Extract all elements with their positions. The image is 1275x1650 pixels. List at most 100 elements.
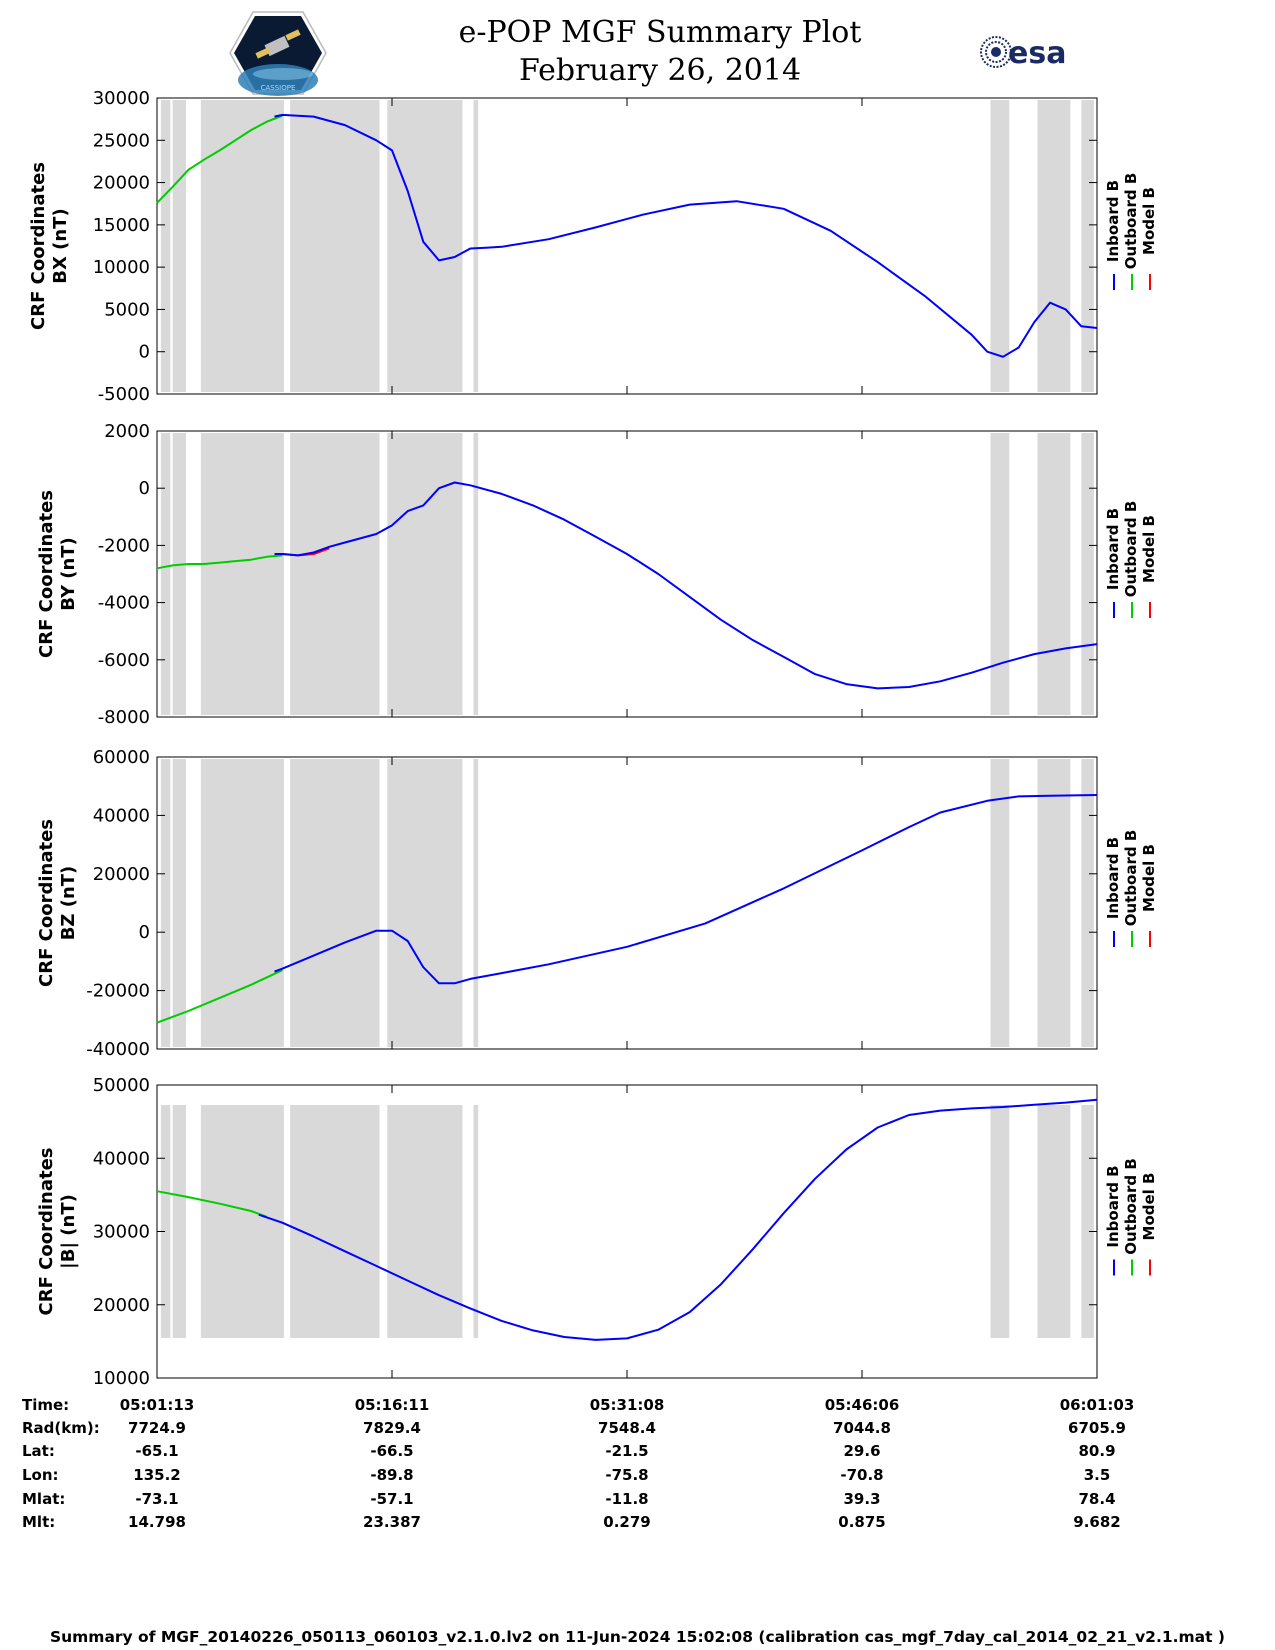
shaded-interval-2-8 [1081, 759, 1094, 1047]
legend-label-outboard-1: Outboard B [1122, 501, 1140, 598]
info-row-label: Mlat: [22, 1490, 66, 1508]
shaded-interval-2-2 [200, 759, 284, 1047]
info-cell: 39.3 [843, 1490, 881, 1508]
shaded-interval-2-5 [473, 759, 479, 1047]
legend-label-model-0: Model B [1140, 187, 1158, 255]
y-axis-label-0-1: BX (nT) [50, 208, 71, 283]
shaded-interval-1-7 [1037, 433, 1071, 715]
y-tick-label-2-3: 20000 [93, 864, 150, 885]
shaded-interval-3-6 [990, 1105, 1010, 1338]
shaded-interval-0-1 [172, 100, 186, 392]
info-cell: -65.1 [135, 1442, 179, 1460]
info-cell: -73.1 [135, 1490, 179, 1508]
y-tick-label-0-2: 5000 [104, 299, 150, 320]
shaded-interval-3-7 [1037, 1105, 1071, 1338]
shaded-interval-3-2 [200, 1105, 284, 1338]
info-row-label: Mlt: [22, 1513, 56, 1531]
info-cell: 05:01:13 [119, 1396, 195, 1414]
shaded-interval-1-4 [387, 433, 463, 715]
y-tick-label-3-0: 10000 [93, 1368, 150, 1389]
info-cell: 06:01:03 [1059, 1396, 1135, 1414]
y-tick-label-0-1: 0 [139, 342, 150, 363]
y-axis-label-1-1: BY (nT) [58, 537, 79, 611]
shaded-interval-1-1 [172, 433, 186, 715]
info-cell: 05:31:08 [589, 1396, 665, 1414]
esa-logo-icon: esa [980, 36, 1066, 71]
shaded-interval-1-5 [473, 433, 479, 715]
y-tick-label-3-4: 50000 [93, 1075, 150, 1096]
info-cell: 7548.4 [598, 1419, 656, 1437]
info-cell: 3.5 [1083, 1466, 1111, 1484]
info-cell: 80.9 [1078, 1442, 1116, 1460]
y-tick-label-0-0: -5000 [98, 384, 150, 405]
info-cell: 05:16:11 [354, 1396, 430, 1414]
y-tick-label-1-1: -6000 [98, 650, 150, 671]
info-cell: -21.5 [605, 1442, 649, 1460]
y-tick-label-3-3: 40000 [93, 1148, 150, 1169]
info-cell: 78.4 [1078, 1490, 1116, 1508]
info-row-label: Lon: [22, 1466, 59, 1484]
info-cell: 29.6 [843, 1442, 881, 1460]
shaded-interval-1-2 [200, 433, 284, 715]
shaded-interval-2-7 [1037, 759, 1071, 1047]
legend-label-model-3: Model B [1140, 1173, 1158, 1241]
y-tick-label-2-0: -40000 [86, 1039, 150, 1060]
info-row-label: Lat: [22, 1442, 55, 1460]
shaded-interval-0-0 [160, 100, 171, 392]
series-line-inboard-b-0 [274, 113, 1098, 358]
shaded-interval-0-8 [1081, 100, 1094, 392]
series-line-outboard-b-3 [156, 1190, 268, 1218]
y-tick-label-2-2: 0 [139, 922, 150, 943]
legend-label-outboard-0: Outboard B [1122, 173, 1140, 270]
shaded-interval-1-0 [160, 433, 171, 715]
y-tick-label-3-2: 30000 [93, 1222, 150, 1243]
shaded-interval-0-2 [200, 100, 284, 392]
shaded-interval-2-3 [290, 759, 380, 1047]
shaded-interval-2-1 [172, 759, 186, 1047]
info-cell: 05:46:06 [824, 1396, 900, 1414]
series-line-outboard-b-1 [156, 554, 283, 570]
esa-logo-text: esa [1008, 36, 1066, 71]
series-line-outboard-b-0 [156, 114, 283, 204]
title-line-2: February 26, 2014 [518, 53, 802, 88]
shaded-interval-0-4 [387, 100, 463, 392]
shaded-interval-3-5 [473, 1105, 479, 1338]
y-tick-label-2-4: 40000 [93, 805, 150, 826]
y-tick-label-0-7: 30000 [93, 88, 150, 109]
shaded-interval-0-7 [1037, 100, 1071, 392]
y-axis-label-1-0: CRF Coordinates [36, 490, 57, 658]
y-axis-label-3-0: CRF Coordinates [36, 1148, 57, 1316]
series-line-inboard-b-2 [274, 794, 1098, 985]
shaded-interval-3-1 [172, 1105, 186, 1338]
info-cell: -57.1 [370, 1490, 414, 1508]
info-cell: -75.8 [605, 1466, 649, 1484]
info-cell: 9.682 [1073, 1513, 1121, 1531]
plot-title: e-POP MGF Summary Plot February 26, 2014 [340, 14, 980, 90]
shaded-interval-1-6 [990, 433, 1010, 715]
shaded-interval-3-3 [290, 1105, 380, 1338]
y-axis-label-2-1: BZ (nT) [58, 866, 79, 941]
shaded-interval-2-6 [990, 759, 1010, 1047]
legend-label-inboard-0: Inboard B [1104, 180, 1122, 262]
y-tick-label-1-0: -8000 [98, 707, 150, 728]
info-cell: 23.387 [363, 1513, 421, 1531]
y-tick-label-1-4: 0 [139, 478, 150, 499]
legend-label-outboard-2: Outboard B [1122, 830, 1140, 927]
y-tick-label-1-3: -2000 [98, 535, 150, 556]
y-tick-label-0-3: 10000 [93, 257, 150, 278]
y-tick-label-3-1: 20000 [93, 1295, 150, 1316]
info-row-label: Time: [22, 1396, 70, 1414]
info-cell: -66.5 [370, 1442, 414, 1460]
info-cell: 14.798 [128, 1513, 186, 1531]
y-tick-label-1-5: 2000 [104, 421, 150, 442]
shaded-interval-0-6 [990, 100, 1010, 392]
shaded-interval-3-0 [160, 1105, 171, 1338]
y-tick-label-2-1: -20000 [86, 981, 150, 1002]
shaded-interval-3-4 [387, 1105, 463, 1338]
series-line-outboard-b-2 [156, 969, 283, 1024]
title-line-1: e-POP MGF Summary Plot [458, 15, 862, 50]
legend-label-inboard-3: Inboard B [1104, 1165, 1122, 1247]
y-tick-label-0-6: 25000 [93, 130, 150, 151]
epop-logo-icon: CASSIOPE [229, 11, 327, 96]
